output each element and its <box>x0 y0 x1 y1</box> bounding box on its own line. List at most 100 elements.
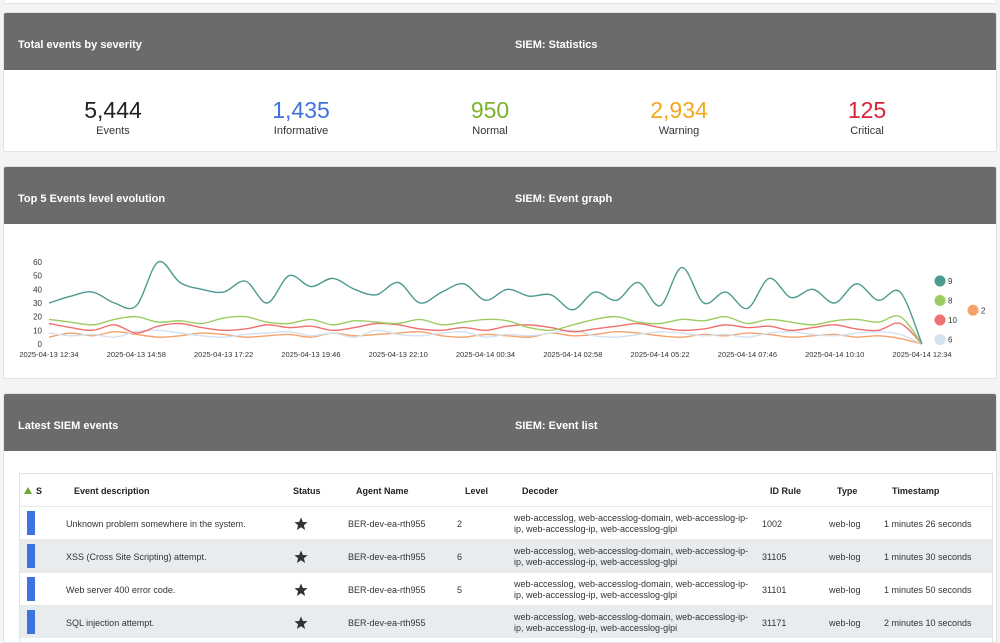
y-tick-label: 10 <box>33 326 42 335</box>
cell-text: 2 minutes 10 seconds <box>884 617 972 628</box>
table-row: SQL injection attempt. BER-dev-ea-rth955 w… <box>20 605 992 638</box>
stat-value: 1,435 <box>272 97 330 123</box>
panel-header: Latest SIEM events SIEM: Event list <box>4 394 996 451</box>
cell-text: 31171 <box>762 617 787 628</box>
x-tick-label: 2025-04-14 02:58 <box>543 350 602 359</box>
legend-swatch <box>967 304 979 316</box>
column-header: S <box>24 474 42 507</box>
x-tick-label: 2025-04-13 19:46 <box>281 350 340 359</box>
cell-text: Unknown problem somewhere in the system. <box>66 518 246 529</box>
panel-subtitle: SIEM: Event graph <box>515 193 613 205</box>
y-tick-label: 0 <box>38 340 43 349</box>
cell-text: web-accesslog, web-accesslog-domain, web… <box>514 578 749 600</box>
stat: 950 Normal <box>400 97 580 137</box>
x-tick-label: 2025-04-13 17:22 <box>194 350 253 359</box>
y-tick-label: 20 <box>33 313 42 322</box>
table-cell: 1 minutes 26 seconds <box>884 507 972 540</box>
table-cell: 1002 <box>762 507 782 540</box>
cell-text: 2 <box>457 518 463 529</box>
x-tick-label: 2025-04-14 10:10 <box>805 350 864 359</box>
series-line <box>48 330 923 345</box>
table-cell: 6 <box>457 540 462 573</box>
legend-label: 10 <box>948 316 957 325</box>
table-cell <box>285 573 308 606</box>
stat: 2,934 Warning <box>589 97 769 137</box>
cell-text: 6 <box>457 551 463 562</box>
star <box>294 517 308 530</box>
y-tick-label: 30 <box>33 299 42 308</box>
table-cell: 2 minutes 10 seconds <box>884 606 972 639</box>
table-cell: 31101 <box>762 573 786 606</box>
legend-swatch <box>934 314 946 326</box>
stat-value: 5,444 <box>84 97 142 123</box>
star <box>294 583 308 596</box>
table-cell: 31171 <box>762 606 786 639</box>
table-row: Web server 400 error code. BER-dev-ea-rth… <box>20 572 992 605</box>
column-header: Level <box>465 474 488 507</box>
table-cell: BER-dev-ea-rth955 <box>348 573 426 606</box>
table-cell: 1 minutes 30 seconds <box>884 540 972 573</box>
table-cell: web-log <box>829 540 861 573</box>
table-cell: web-accesslog, web-accesslog-domain, web… <box>514 606 749 639</box>
sort-arrow <box>24 486 32 494</box>
stat-value: 2,934 <box>650 97 708 123</box>
column-title: Level <box>465 485 489 496</box>
table-cell: web-log <box>829 606 861 639</box>
graph-panel: Top 5 Events level evolution SIEM: Event… <box>3 166 997 379</box>
star <box>294 550 308 563</box>
sort-icon <box>24 486 32 494</box>
table-cell: 2 <box>457 507 462 540</box>
cell-text: SQL injection attempt. <box>66 617 155 628</box>
column-title: Decoder <box>522 485 559 496</box>
cell-text: web-log <box>829 584 861 595</box>
event-table: S Event description Status Agent Name Level D… <box>19 473 993 642</box>
column-title: Type <box>837 485 858 496</box>
cell-text: Web server 400 error code. <box>66 584 176 595</box>
table-cell: 5 <box>457 573 462 606</box>
status-star <box>294 550 308 563</box>
x-tick-label: 2025-04-14 05:22 <box>630 350 689 359</box>
cell-text: web-accesslog, web-accesslog-domain, web… <box>514 611 749 633</box>
y-tick-label: 50 <box>33 272 42 281</box>
table-header: S Event description Status Agent Name Level D… <box>20 474 992 507</box>
cell-text: 31101 <box>762 584 787 595</box>
stat-label: Warning <box>658 125 700 137</box>
statistics-panel: Total events by severity SIEM: Statistic… <box>3 12 997 152</box>
series-line <box>48 329 923 345</box>
status-star <box>294 517 308 530</box>
table-row: Unknown problem somewhere in the system.… <box>20 506 992 539</box>
stat-value: 125 <box>847 97 887 123</box>
table-cell: SQL injection attempt. <box>66 606 154 639</box>
stat-label: Events <box>96 125 130 137</box>
column-header: Agent Name <box>356 474 409 507</box>
table-cell: 31105 <box>762 540 786 573</box>
stat: 5,444 Events <box>23 97 203 137</box>
series-line <box>48 322 923 345</box>
column-header: Status <box>293 474 321 507</box>
cell-text: 1 minutes 50 seconds <box>884 584 972 595</box>
x-tick-label: 2025-04-14 07:46 <box>718 350 777 359</box>
panel-subtitle: SIEM: Statistics <box>515 39 598 51</box>
severity-bar <box>27 511 35 535</box>
table-cell: web-accesslog, web-accesslog-domain, web… <box>514 507 749 540</box>
column-title: S <box>36 485 43 496</box>
column-title: Status <box>293 485 321 496</box>
stat: 125 Critical <box>777 97 957 137</box>
panel-subtitle: SIEM: Event list <box>515 420 598 432</box>
cell-text: web-log <box>829 518 861 529</box>
x-tick-label: 2025-04-14 12:34 <box>892 350 951 359</box>
stat-label: Informative <box>273 125 329 137</box>
column-header: Event description <box>74 474 150 507</box>
x-tick-label: 2025-04-13 14:58 <box>107 350 166 359</box>
legend-label: 8 <box>948 297 953 306</box>
table-cell: web-accesslog, web-accesslog-domain, web… <box>514 540 749 573</box>
column-header: ID Rule <box>770 474 801 507</box>
table-cell: Web server 400 error code. <box>66 573 175 606</box>
event-chart: 0 10 20 30 40 50 60 2025-04-13 12:34 2025-04-13 … <box>19 258 986 359</box>
status-star <box>294 583 308 596</box>
stat: 1,435 Informative <box>211 97 391 137</box>
table-cell: XSS (Cross Site Scripting) attempt. <box>66 540 207 573</box>
cell-text: BER-dev-ea-rth955 <box>348 551 426 562</box>
cell-text: 1 minutes 30 seconds <box>884 551 972 562</box>
